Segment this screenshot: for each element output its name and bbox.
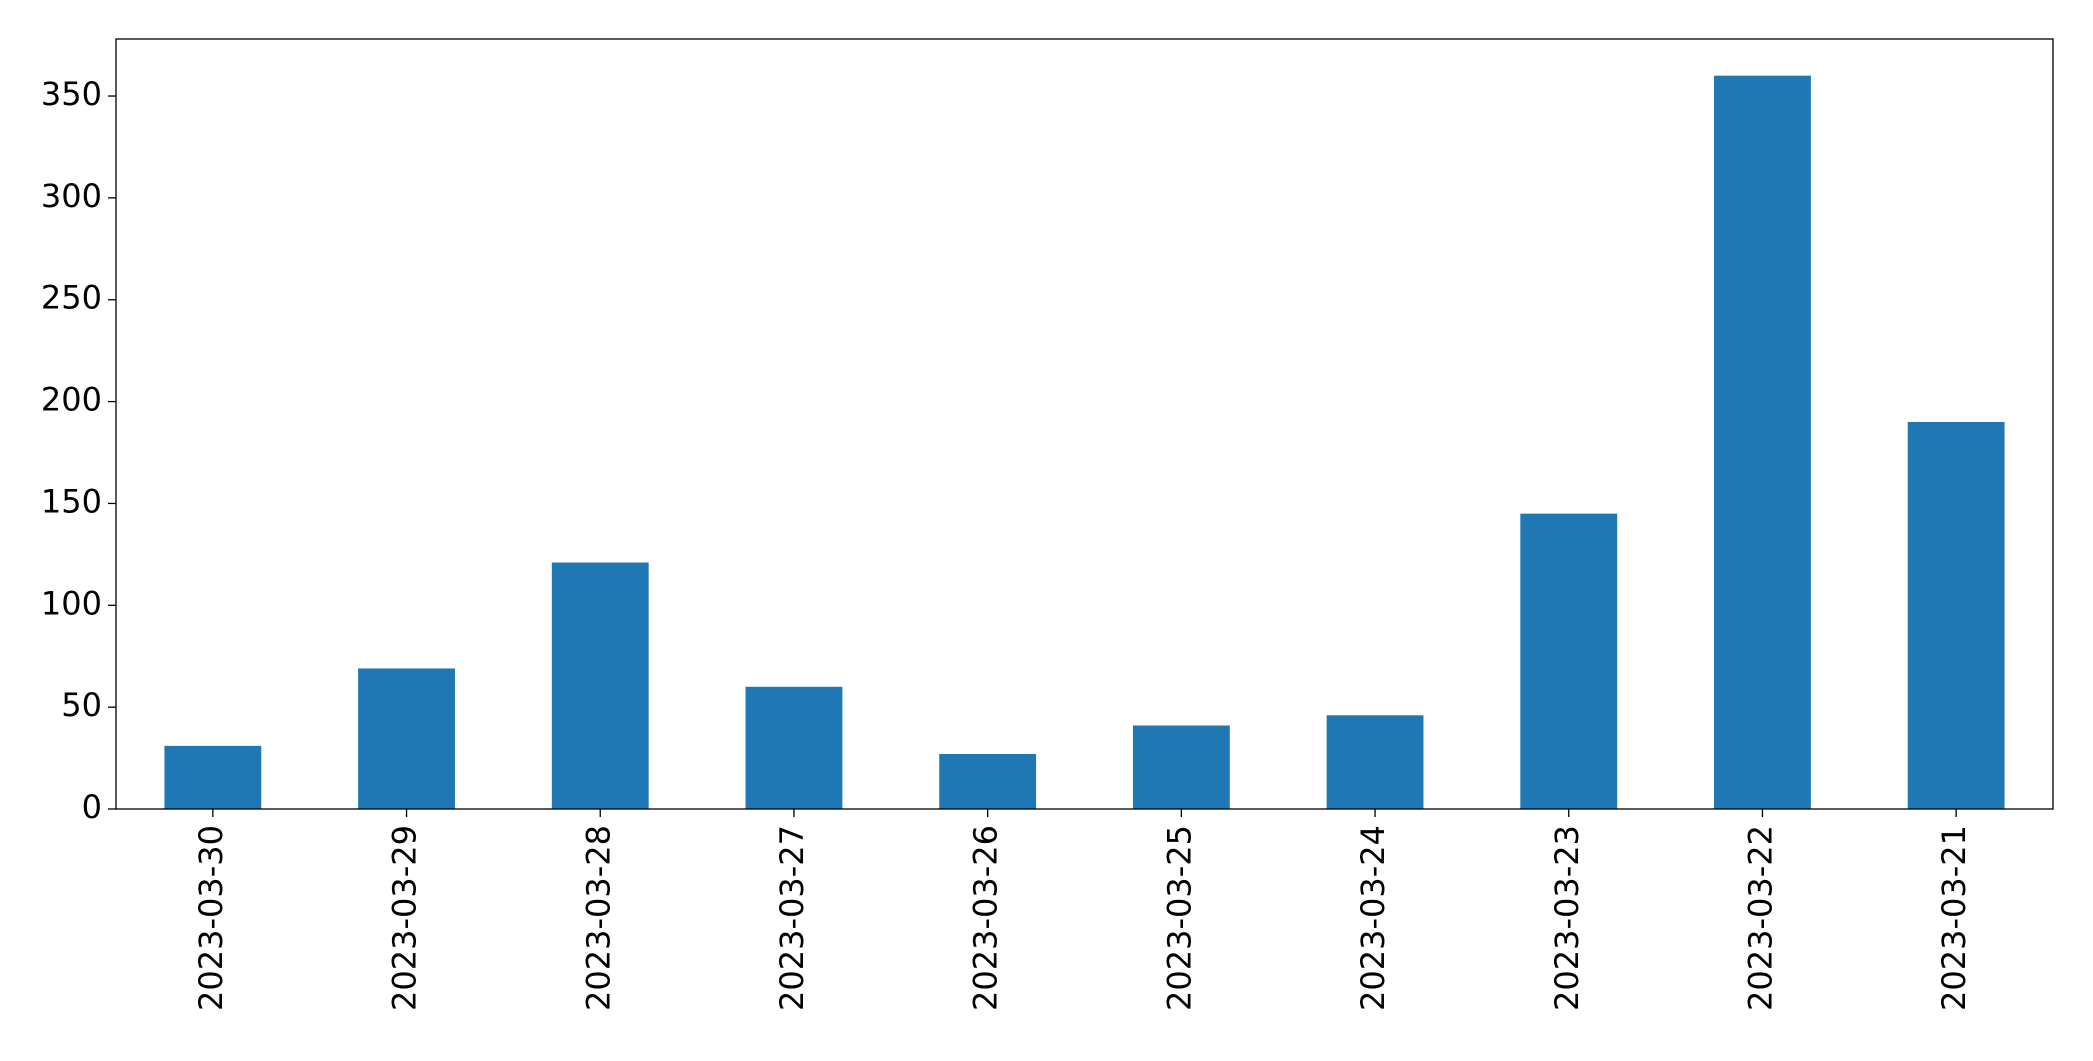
y-tick-label: 100 xyxy=(41,584,102,622)
x-tick-label: 2023-03-26 xyxy=(967,825,1005,1011)
bar xyxy=(551,562,649,809)
bar xyxy=(1907,421,2005,809)
bar xyxy=(1132,725,1230,809)
bar xyxy=(164,745,262,809)
bar xyxy=(1714,75,1811,809)
x-tick-label: 2023-03-28 xyxy=(579,825,617,1011)
x-tick-label: 2023-03-21 xyxy=(1935,825,1973,1011)
bar xyxy=(939,754,1037,809)
bar xyxy=(358,668,455,809)
y-tick-label: 250 xyxy=(41,279,102,317)
x-tick-label: 2023-03-25 xyxy=(1160,825,1198,1011)
y-tick-label: 300 xyxy=(41,177,102,215)
x-tick-label: 2023-03-27 xyxy=(773,825,811,1011)
y-tick-label: 150 xyxy=(41,482,102,520)
x-tick-label: 2023-03-24 xyxy=(1354,825,1392,1011)
y-tick-label: 350 xyxy=(41,75,102,113)
bar xyxy=(745,686,843,809)
y-tick-label: 0 xyxy=(82,788,102,826)
y-tick-label: 50 xyxy=(61,686,102,724)
x-tick-label: 2023-03-22 xyxy=(1741,825,1779,1011)
plot-frame xyxy=(115,38,2054,810)
x-tick-label: 2023-03-29 xyxy=(386,825,424,1011)
x-tick-label: 2023-03-23 xyxy=(1548,825,1586,1011)
y-tick-label: 200 xyxy=(41,381,102,419)
bar xyxy=(1520,513,1618,809)
x-tick-label: 2023-03-30 xyxy=(192,825,230,1011)
bar xyxy=(1326,715,1424,809)
